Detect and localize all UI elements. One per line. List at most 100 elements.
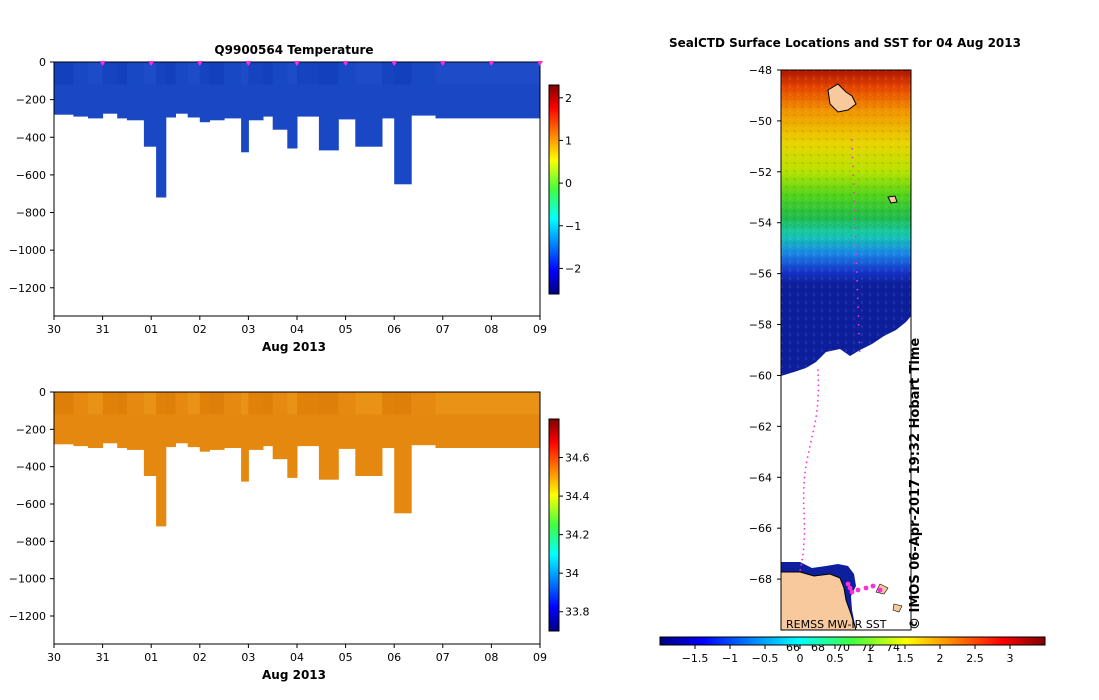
x-tick-label: 04 xyxy=(290,651,304,664)
track-point xyxy=(803,512,805,515)
profile-upper-layer xyxy=(73,62,89,85)
temperature-xlabel: Aug 2013 xyxy=(262,340,326,354)
track-point xyxy=(803,517,806,520)
track-point xyxy=(854,235,857,238)
track-point xyxy=(853,209,856,212)
track-point xyxy=(803,533,806,535)
sst-colorbar-tick-label: 1.5 xyxy=(896,652,914,665)
profile-marker xyxy=(439,61,446,66)
lat-tick-label: −60 xyxy=(749,369,772,382)
y-tick-label: −1200 xyxy=(9,282,46,295)
profile-marker xyxy=(488,61,495,66)
profile-upper-layer xyxy=(126,62,145,85)
profile-upper-layer xyxy=(338,392,356,415)
track-point xyxy=(851,139,853,141)
profile-upper-layer xyxy=(73,392,89,415)
track-point xyxy=(808,446,811,448)
profile-upper-layer xyxy=(263,62,274,85)
track-point-cluster xyxy=(855,587,861,593)
salinity-x-ticks: 30 31 01 02 03 04 05 06 07 08 09 xyxy=(47,644,547,664)
profile-upper-layer xyxy=(297,62,320,85)
profile-upper-layer xyxy=(272,62,288,85)
x-tick-label: 31 xyxy=(96,323,110,336)
colorbar-tick-label: 33.8 xyxy=(565,606,590,619)
profile-column xyxy=(117,392,128,448)
profile-upper-layer xyxy=(143,392,157,415)
track-point xyxy=(852,165,854,168)
profile-marker xyxy=(245,61,252,66)
sst-source-label: REMSS MW-IR SST xyxy=(786,618,887,631)
track-point xyxy=(805,461,808,464)
sst-colorbar-tick-label: 0 xyxy=(797,652,804,665)
profile-upper-layer xyxy=(224,392,242,415)
profile-upper-layer xyxy=(435,392,541,415)
lat-tick-label: −52 xyxy=(749,166,772,179)
sst-colorbar-ticks: −1.5 −1 −0.5 0 0.5 1 1.5 2 2.5 3 xyxy=(682,645,1014,665)
x-tick-label: 09 xyxy=(533,323,547,336)
track-point xyxy=(817,369,819,371)
profile-upper-layer xyxy=(435,62,541,85)
profile-upper-layer xyxy=(209,62,225,85)
profile-column xyxy=(156,392,167,527)
profile-upper-layer xyxy=(248,62,264,85)
sst-colorbar-tick-label: −1.5 xyxy=(682,652,709,665)
profile-upper-layer xyxy=(199,392,210,415)
track-point xyxy=(817,384,820,387)
sst-colorbar-tick-label: 1 xyxy=(867,652,874,665)
sst-colorbar-tick-label: −0.5 xyxy=(752,652,779,665)
track-point xyxy=(812,430,815,433)
track-point xyxy=(854,244,857,247)
track-point xyxy=(817,394,820,397)
sst-colorbar-tick-label: −1 xyxy=(722,652,738,665)
profile-marker xyxy=(294,61,300,66)
track-point xyxy=(855,262,858,265)
profile-upper-layer xyxy=(355,392,383,415)
temperature-colorbar-ticks: 2 1 0 −1 −2 xyxy=(559,92,581,275)
profile-upper-layer xyxy=(241,392,249,415)
profile-upper-layer xyxy=(287,392,298,415)
salinity-panel: 0 −200 −400 −600 −800 −1000 −1200 30 31 01 02 03 04… xyxy=(9,386,590,682)
profile-column xyxy=(263,62,274,117)
profile-upper-layer xyxy=(411,62,436,85)
lat-tick-label: −50 xyxy=(749,115,772,128)
profile-upper-layer xyxy=(88,392,104,415)
y-tick-label: −400 xyxy=(16,131,46,144)
track-point-cluster xyxy=(870,583,876,589)
sst-colorbar xyxy=(659,636,1046,646)
map-lat-ticks: −48 −50 −52 −54 −56 −58 −60 −62 −64 −66 −68 xyxy=(749,64,781,586)
land-islet-b xyxy=(892,603,903,613)
track-point xyxy=(803,528,806,530)
sst-colorbar-tick-label: 2 xyxy=(937,652,944,665)
profile-upper-layer xyxy=(156,62,167,85)
colorbar-tick-label: −1 xyxy=(565,220,581,233)
profile-marker xyxy=(391,61,398,66)
sst-colorbar-tick-label: 0.5 xyxy=(826,652,844,665)
profile-upper-layer xyxy=(297,392,320,415)
imos-credit: © IMOS 06-Apr-2017 19:32 Hobart Time xyxy=(908,338,923,630)
track-point xyxy=(802,487,805,489)
y-tick-label: −600 xyxy=(16,169,46,182)
profile-column xyxy=(199,392,210,452)
profile-column xyxy=(287,62,298,149)
profile-upper-layer xyxy=(241,62,249,85)
profile-column xyxy=(165,62,176,118)
lat-tick-label: −66 xyxy=(749,522,772,535)
x-tick-label: 05 xyxy=(339,651,353,664)
profile-upper-layer xyxy=(117,62,128,85)
profile-upper-layer xyxy=(54,392,74,415)
profile-upper-layer xyxy=(338,62,356,85)
profile-upper-layer xyxy=(175,392,189,415)
track-point xyxy=(817,374,820,376)
y-tick-label: −800 xyxy=(16,535,46,548)
profile-column xyxy=(117,62,128,119)
map-frame xyxy=(780,69,912,631)
track-point xyxy=(851,147,854,150)
track-point xyxy=(854,218,856,221)
track-point xyxy=(811,435,813,438)
salinity-colorbar xyxy=(548,418,560,632)
track-point xyxy=(803,522,806,525)
sealctd-track xyxy=(799,139,883,595)
profile-upper-layer xyxy=(102,62,118,85)
profile-upper-layer xyxy=(318,62,339,85)
colorbar-tick-label: 0 xyxy=(565,177,572,190)
